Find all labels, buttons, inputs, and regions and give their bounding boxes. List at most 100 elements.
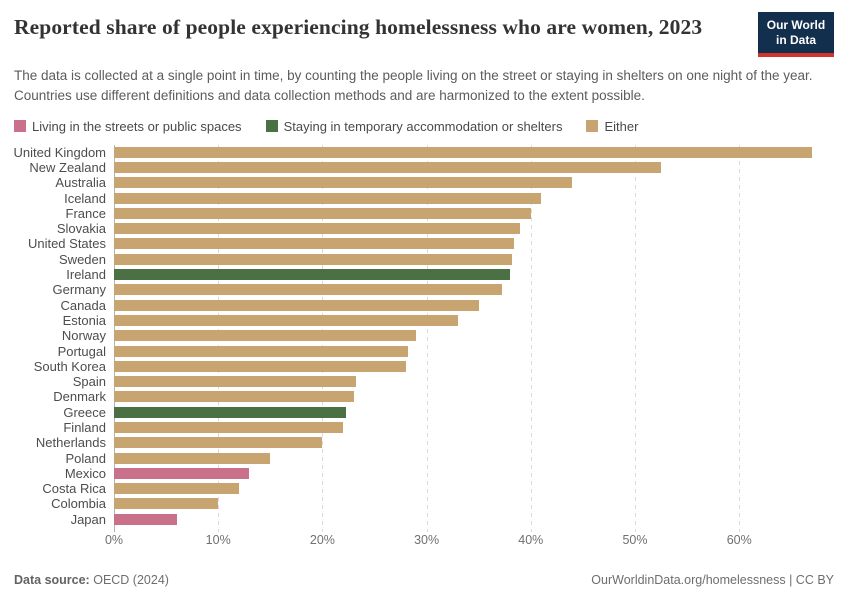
- chart-row: Iceland: [12, 190, 833, 206]
- bar-united-states[interactable]: [114, 238, 515, 250]
- bar-australia[interactable]: [114, 177, 573, 189]
- bar-ireland[interactable]: [114, 269, 510, 281]
- legend-item-shelters[interactable]: Staying in temporary accommodation or sh…: [265, 119, 562, 134]
- bar-track: [114, 437, 833, 449]
- chart-title: Reported share of people experiencing ho…: [14, 15, 703, 39]
- country-label: New Zealand: [29, 159, 106, 175]
- chart-row: France: [12, 206, 833, 221]
- country-label: Sweden: [59, 251, 106, 267]
- bar-mexico[interactable]: [114, 467, 250, 479]
- owid-logo[interactable]: Our World in Data: [758, 12, 834, 57]
- country-label: United States: [27, 236, 106, 252]
- bar-iceland[interactable]: [114, 192, 542, 204]
- x-tick-label: 40%: [518, 532, 544, 547]
- chart-row: Netherlands: [12, 435, 833, 450]
- bar-finland[interactable]: [114, 421, 344, 433]
- chart-row: Norway: [12, 328, 833, 343]
- chart-row: Canada: [12, 297, 833, 313]
- streets-swatch-icon: [14, 120, 26, 132]
- bar-track: [114, 146, 833, 158]
- country-label: Finland: [63, 419, 106, 435]
- legend: Living in the streets or public spaces S…: [0, 107, 850, 134]
- bar-netherlands[interactable]: [114, 437, 323, 449]
- country-label: Norway: [61, 328, 106, 344]
- chart-row: Costa Rica: [12, 481, 833, 496]
- country-label: Colombia: [51, 496, 106, 512]
- bar-track: [114, 161, 833, 173]
- bar-france[interactable]: [114, 207, 531, 219]
- x-tick-label: 0%: [104, 532, 124, 547]
- chart-row: South Korea: [12, 359, 833, 374]
- data-source-label: Data source:: [14, 573, 90, 587]
- gridline: [635, 144, 636, 532]
- bar-track: [114, 253, 833, 265]
- bar-estonia[interactable]: [114, 314, 458, 326]
- chart-row: Australia: [12, 175, 833, 190]
- header: Reported share of people experiencing ho…: [0, 0, 850, 57]
- legend-label-either: Either: [604, 118, 639, 134]
- x-tick-label: 20%: [309, 532, 335, 547]
- country-label: Japan: [70, 511, 106, 527]
- bar-denmark[interactable]: [114, 391, 354, 403]
- country-label: Costa Rica: [42, 481, 106, 497]
- chart-row: Spain: [12, 374, 833, 389]
- bar-costa-rica[interactable]: [114, 483, 240, 495]
- chart-row: Japan: [12, 512, 833, 527]
- chart-row: Denmark: [12, 389, 833, 404]
- x-axis: 0% 10% 20% 30% 40% 50% 60%: [105, 530, 833, 552]
- bar-track: [114, 238, 833, 250]
- country-label: Greece: [63, 404, 106, 420]
- bar-track: [114, 376, 833, 388]
- bar-chart: United Kingdom New Zealand Australia Icelan…: [12, 144, 833, 552]
- bar-japan[interactable]: [114, 513, 177, 525]
- country-label: Australia: [55, 175, 106, 191]
- country-label: Germany: [52, 282, 106, 298]
- x-tick-label: 60%: [726, 532, 752, 547]
- bar-track: [114, 421, 833, 433]
- country-label: Spain: [72, 374, 106, 390]
- footer: Data source: OECD (2024) OurWorldinData.…: [14, 573, 834, 587]
- bar-track: [114, 467, 833, 479]
- bar-slovakia[interactable]: [114, 223, 521, 235]
- country-label: France: [65, 205, 106, 221]
- country-label: Netherlands: [35, 435, 106, 451]
- data-source: Data source: OECD (2024): [14, 573, 169, 587]
- bar-norway[interactable]: [114, 330, 417, 342]
- bar-united-kingdom[interactable]: [114, 146, 813, 158]
- chart-row: Estonia: [12, 313, 833, 328]
- bar-poland[interactable]: [114, 452, 271, 464]
- bar-portugal[interactable]: [114, 345, 408, 357]
- chart-row: Mexico: [12, 466, 833, 481]
- owid-logo-line1: Our World: [766, 18, 826, 32]
- credit-link[interactable]: OurWorldinData.org/homelessness | CC BY: [591, 573, 834, 587]
- bar-track: [114, 345, 833, 357]
- bar-sweden[interactable]: [114, 253, 513, 265]
- country-label: Denmark: [53, 389, 106, 405]
- gridline: [530, 144, 532, 532]
- bar-track: [114, 284, 833, 296]
- bar-spain[interactable]: [114, 376, 356, 388]
- chart-row: United Kingdom: [12, 145, 833, 160]
- gridline: [426, 144, 428, 532]
- bar-track: [114, 177, 833, 189]
- bar-germany[interactable]: [114, 284, 502, 296]
- x-tick-label: 10%: [205, 532, 231, 547]
- bar-track: [114, 299, 833, 311]
- chart-subtitle: The data is collected at a single point …: [14, 68, 813, 104]
- chart-row: Greece: [12, 405, 833, 420]
- gridline: [739, 144, 741, 532]
- bar-canada[interactable]: [114, 299, 479, 311]
- bar-colombia[interactable]: [114, 498, 219, 510]
- bar-greece[interactable]: [114, 406, 347, 418]
- bar-south-korea[interactable]: [114, 360, 406, 372]
- bar-track: [114, 452, 833, 464]
- bar-track: [114, 391, 833, 403]
- legend-item-either[interactable]: Either: [586, 119, 638, 134]
- country-label: Canada: [60, 297, 106, 313]
- legend-item-streets[interactable]: Living in the streets or public spaces: [14, 119, 242, 134]
- chart-row: Finland: [12, 420, 833, 435]
- chart-row: Germany: [12, 282, 833, 297]
- x-tick-label: 50%: [622, 532, 648, 547]
- bar-new-zealand[interactable]: [114, 161, 662, 173]
- country-label: South Korea: [33, 358, 106, 374]
